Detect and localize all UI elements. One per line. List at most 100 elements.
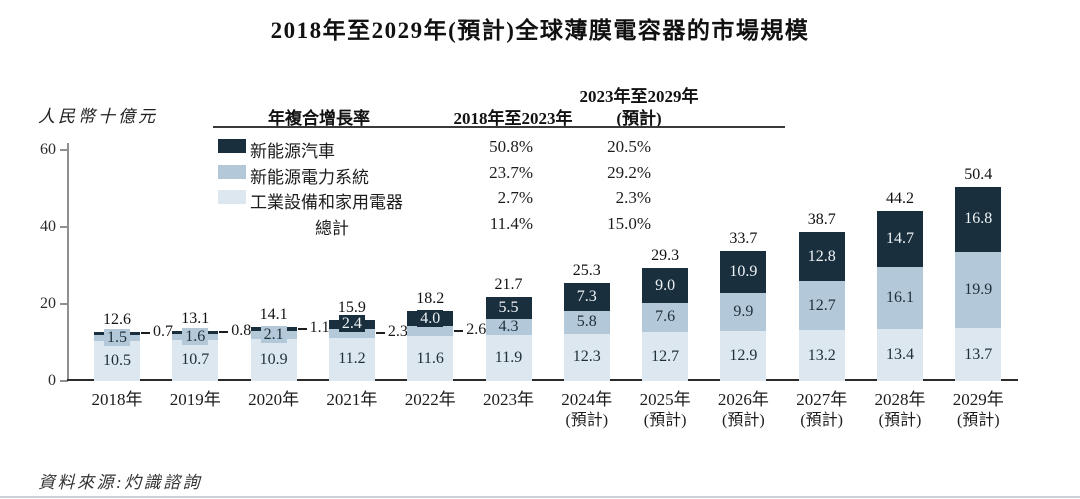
value-label-outside-medium: 2.3 bbox=[387, 323, 408, 341]
value-label-medium: 1.6 bbox=[155, 327, 235, 345]
y-tick-mark bbox=[60, 380, 68, 382]
segment-light-2025年 bbox=[642, 332, 689, 381]
value-label-medium: 5.8 bbox=[547, 313, 627, 330]
y-tick-label: 0 bbox=[48, 372, 56, 389]
x-tick-label: 2025年 (預計) bbox=[620, 389, 710, 431]
x-tick-year: 2026年 bbox=[717, 390, 769, 409]
total-label: 21.7 bbox=[494, 276, 523, 294]
value-label-dark: 12.8 bbox=[782, 248, 862, 265]
value-leader-line bbox=[141, 332, 150, 335]
value-label-text: 5.5 bbox=[498, 299, 519, 317]
y-tick-mark bbox=[60, 303, 68, 305]
total-label: 44.2 bbox=[886, 189, 914, 207]
segment-medium-2026年 bbox=[720, 293, 767, 332]
y-tick-label: 60 bbox=[40, 141, 56, 158]
value-label-text: 10.9 bbox=[729, 263, 758, 281]
chart-title: 2018年至2029年(預計)全球薄膜電容器的市場規模 bbox=[270, 18, 810, 43]
value-label-outside-dark: 1.1 bbox=[309, 318, 330, 336]
x-tick-label: 2023年 bbox=[464, 389, 554, 410]
value-label-text: 10.9 bbox=[259, 351, 288, 369]
value-label-text: 12.7 bbox=[651, 347, 680, 365]
value-label-dark: 10.9 bbox=[703, 263, 783, 280]
x-tick-year: 2023年 bbox=[483, 390, 534, 409]
segment-dark-2029年 bbox=[955, 186, 1002, 252]
value-label-medium: 1.5 bbox=[77, 328, 157, 346]
value-label-light: 13.7 bbox=[938, 346, 1018, 363]
cagr-col-2023-2029-header-line1: 2023年至2029年 bbox=[579, 87, 699, 106]
y-tick-mark bbox=[60, 226, 68, 228]
total-label: 38.7 bbox=[807, 211, 836, 228]
value-label-outside-dark: 0.8 bbox=[231, 322, 252, 340]
x-tick-forecast-note: (預計) bbox=[565, 412, 609, 429]
segment-light-2026年 bbox=[720, 331, 767, 381]
value-leader-line bbox=[297, 327, 307, 330]
value-label-text: 12.7 bbox=[807, 296, 836, 314]
total-row-label: 總計 bbox=[315, 219, 349, 238]
x-tick-label: 2026年 (預計) bbox=[698, 389, 788, 431]
y-axis-unit-label: 人民幣十億元 bbox=[38, 107, 158, 126]
segment-light-2029年 bbox=[955, 328, 1002, 381]
y-tick-label: 40 bbox=[40, 218, 56, 235]
value-label-text: 4.0 bbox=[417, 309, 444, 327]
value-label-light: 12.9 bbox=[703, 347, 783, 364]
value-label-text: 2.4 bbox=[338, 315, 365, 333]
x-tick-year: 2028年 bbox=[874, 390, 926, 409]
value-label-text: 16.1 bbox=[886, 289, 914, 307]
segment-medium-2024年 bbox=[563, 311, 610, 334]
cagr-2023-2029-value: 2.3% bbox=[615, 188, 651, 207]
total-label: 25.3 bbox=[572, 262, 601, 280]
segment-light-2028年 bbox=[877, 329, 923, 381]
value-label-text: 7.3 bbox=[576, 288, 597, 306]
value-label-light: 12.7 bbox=[625, 348, 705, 365]
value-label-dark: 5.5 bbox=[469, 299, 549, 316]
x-tick-forecast-note: (預計) bbox=[878, 412, 922, 429]
segment-light-2022年 bbox=[407, 336, 454, 381]
value-label-text: 13.7 bbox=[964, 345, 993, 363]
total-label: 12.6 bbox=[103, 311, 131, 329]
value-label-light: 10.7 bbox=[155, 351, 235, 368]
segment-medium-2022年 bbox=[407, 326, 454, 337]
segment-medium-2025年 bbox=[642, 302, 689, 333]
y-tick-label: 20 bbox=[40, 295, 56, 312]
bottom-divider bbox=[0, 496, 1080, 498]
value-label-light: 13.4 bbox=[860, 346, 940, 363]
value-label-text: 14.7 bbox=[886, 230, 914, 248]
value-label-dark: 14.7 bbox=[860, 230, 940, 247]
cagr-2018-2023-value: 2.7% bbox=[497, 188, 533, 207]
legend-swatch-dark bbox=[218, 139, 246, 153]
legend-label: 工業設備和家用電器 bbox=[250, 193, 403, 212]
value-label-light: 10.9 bbox=[234, 351, 314, 368]
x-tick-label: 2028年 (預計) bbox=[855, 389, 945, 431]
value-label-text: 12.9 bbox=[729, 347, 758, 365]
total-label: 15.9 bbox=[337, 298, 366, 316]
value-leader-line bbox=[454, 330, 464, 333]
value-label-medium: 16.1 bbox=[860, 289, 940, 306]
value-label-light: 12.3 bbox=[547, 348, 627, 365]
x-tick-forecast-note: (預計) bbox=[643, 412, 687, 429]
x-tick-year: 2022年 bbox=[404, 390, 456, 409]
value-label-light: 10.5 bbox=[77, 352, 157, 369]
value-label-text: 9.0 bbox=[655, 276, 676, 294]
x-tick-label: 2018年 bbox=[72, 389, 162, 410]
x-tick-label: 2029年 (預計) bbox=[933, 389, 1023, 431]
table-header-rule bbox=[213, 126, 785, 128]
x-axis-line bbox=[67, 379, 1018, 381]
segment-medium-2021年 bbox=[328, 329, 375, 338]
cagr-table-header: 年複合增長率 bbox=[268, 109, 370, 128]
cagr-2023-2029-value: 20.5% bbox=[607, 137, 651, 156]
value-label-text: 13.4 bbox=[886, 346, 914, 364]
value-label-dark: 2.4 bbox=[312, 315, 392, 333]
segment-medium-2023年 bbox=[485, 318, 532, 336]
value-label-text: 9.9 bbox=[733, 303, 754, 321]
value-label-text: 16.8 bbox=[964, 210, 993, 228]
total-label: 14.1 bbox=[259, 305, 288, 323]
value-label-text: 1.6 bbox=[182, 327, 209, 345]
cagr-2023-2029-value: 15.0% bbox=[607, 214, 651, 233]
segment-light-2020年 bbox=[250, 339, 297, 381]
cagr-2018-2023-value: 11.4% bbox=[489, 214, 533, 233]
value-label-medium: 4.3 bbox=[469, 318, 549, 335]
value-label-dark: 16.8 bbox=[938, 210, 1018, 227]
segment-light-2027年 bbox=[798, 330, 845, 381]
value-label-dark: 9.0 bbox=[625, 277, 705, 294]
x-tick-year: 2021年 bbox=[326, 390, 378, 409]
